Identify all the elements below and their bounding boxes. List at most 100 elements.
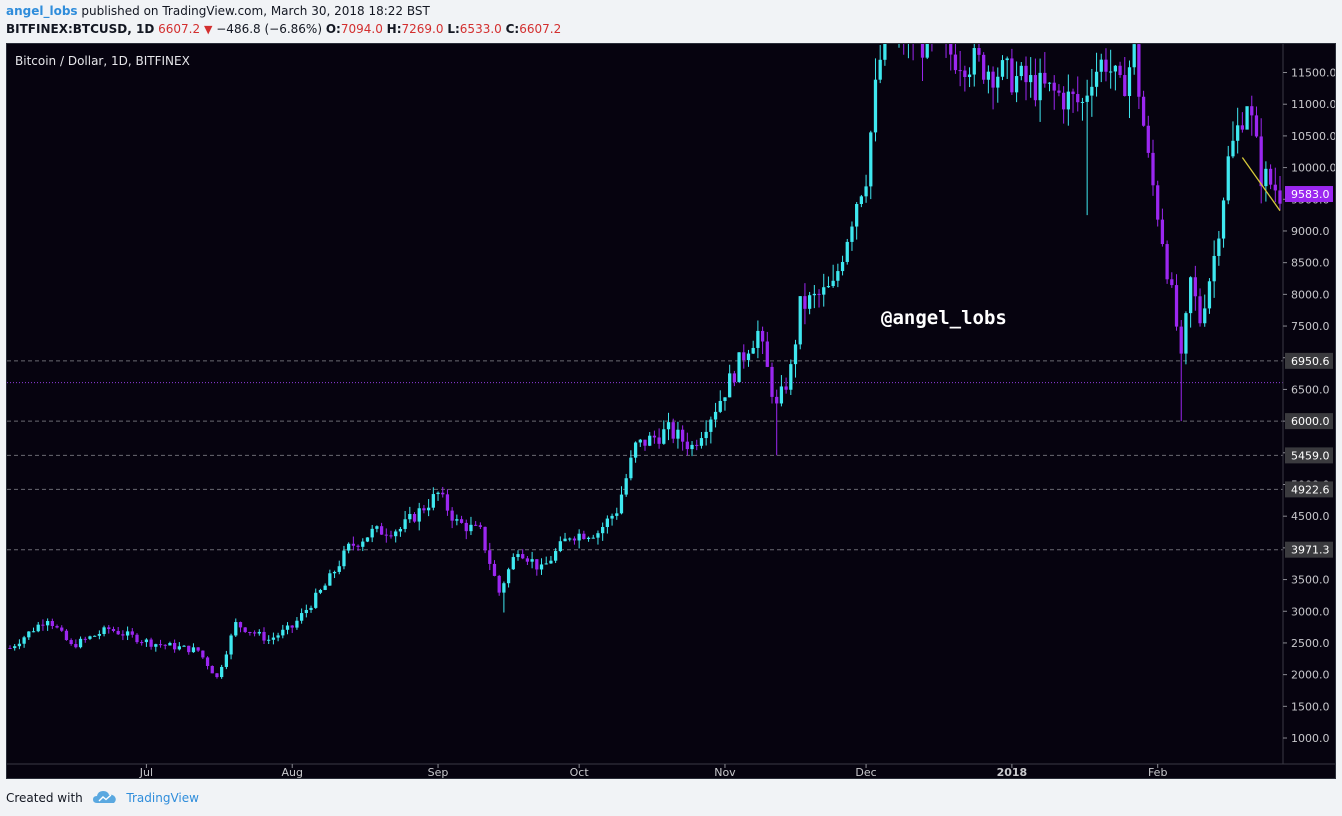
candle-body: [1029, 75, 1033, 83]
candle-body: [234, 622, 238, 636]
y-tick-label: 10500.0: [1291, 130, 1335, 143]
publish-line: angel_lobs published on TradingView.com,…: [6, 4, 430, 18]
candle-body: [638, 439, 642, 443]
candle-body: [45, 621, 50, 626]
candle-body: [210, 665, 214, 674]
candle-body: [765, 341, 769, 367]
candle-body: [332, 571, 337, 574]
candle-body: [1170, 279, 1174, 286]
candle-body: [699, 438, 704, 446]
candle-body: [986, 71, 991, 80]
level-label: 5459.0: [1291, 449, 1330, 462]
y-tick-label: 3000.0: [1291, 605, 1330, 618]
candle-body: [633, 442, 638, 458]
candle-body: [680, 429, 685, 442]
candle-body: [1052, 82, 1056, 91]
candle-body: [525, 558, 530, 562]
candle-body: [74, 644, 78, 648]
candle-body: [530, 559, 534, 562]
candle-body: [1024, 65, 1028, 83]
candle-body: [506, 569, 511, 584]
candle-body: [323, 585, 327, 590]
candle-body: [601, 527, 605, 534]
candle-body: [1264, 168, 1268, 187]
candle-body: [8, 648, 12, 650]
last-price: 6607.2: [158, 22, 201, 36]
candle-body: [318, 589, 323, 593]
author-link[interactable]: angel_lobs: [6, 4, 78, 18]
candle-body: [1038, 72, 1042, 101]
candle-body: [1217, 238, 1221, 256]
candle-body: [784, 386, 788, 390]
candle-body: [469, 524, 473, 532]
candle-body: [497, 575, 501, 593]
candle-body: [130, 631, 134, 635]
candle-body: [756, 330, 760, 348]
candle-body: [248, 631, 252, 633]
candle-body: [417, 508, 421, 522]
high-value: 7269.0: [401, 22, 444, 36]
candle-body: [596, 533, 600, 538]
y-tick-label: 8000.0: [1291, 288, 1330, 301]
level-label-bg: [1285, 541, 1333, 558]
chart-frame[interactable]: 1000.01500.02000.02500.03000.03500.04000…: [6, 43, 1336, 779]
candle-body: [1174, 285, 1179, 327]
candle-body: [347, 543, 351, 551]
y-tick-label: 4500.0: [1291, 510, 1330, 523]
candle-body: [967, 74, 972, 78]
candle-body: [224, 654, 229, 667]
candle-body: [431, 494, 435, 508]
candle-body: [450, 510, 454, 521]
candle-body: [869, 132, 873, 187]
candle-body: [629, 457, 633, 479]
price-tag-label: 9583.0: [1291, 188, 1330, 201]
candle-body: [737, 352, 741, 383]
price-tag-bg: [1285, 186, 1333, 203]
candle-body: [535, 559, 539, 570]
candle-body: [544, 563, 548, 565]
candle-body: [1273, 184, 1277, 191]
candle-body: [662, 429, 666, 444]
open-label: O:: [325, 22, 341, 36]
candle-body: [1005, 58, 1009, 61]
candle-body: [328, 573, 332, 586]
candle-body: [436, 492, 440, 495]
candle-body: [394, 531, 398, 537]
candle-body: [220, 666, 224, 678]
candle-body: [713, 411, 718, 420]
candle-body: [1057, 90, 1061, 93]
candle-body: [521, 554, 525, 559]
candle-body: [1188, 277, 1193, 314]
candle-body: [304, 609, 308, 614]
candle-body: [97, 634, 102, 636]
candle-body: [93, 635, 97, 637]
candle-body: [949, 44, 953, 55]
candle-body: [281, 629, 285, 636]
candlestick-chart[interactable]: 1000.01500.02000.02500.03000.03500.04000…: [7, 44, 1335, 778]
candle-body: [1268, 168, 1273, 185]
level-label-bg: [1285, 413, 1333, 430]
candle-body: [370, 528, 374, 538]
level-label: 6950.6: [1291, 355, 1330, 368]
candle-body: [502, 583, 506, 593]
tradingview-link[interactable]: TradingView: [126, 791, 199, 805]
candle-body: [920, 44, 925, 58]
candle-body: [1165, 244, 1169, 280]
candle-body: [925, 44, 929, 58]
candle-body: [478, 525, 483, 527]
candle-body: [671, 422, 675, 439]
candle-body: [36, 624, 40, 632]
candle-body: [88, 636, 92, 639]
candle-body: [760, 330, 765, 342]
trendline: [1241, 157, 1281, 212]
level-label-bg: [1285, 447, 1333, 464]
candle-body: [144, 639, 149, 643]
level-label: 3971.3: [1291, 544, 1330, 557]
close-value: 6607.2: [519, 22, 562, 36]
candle-body: [191, 647, 196, 653]
plot-background: [7, 44, 1335, 778]
candle-body: [803, 296, 807, 309]
candle-body: [1123, 75, 1127, 97]
candle-body: [855, 204, 859, 227]
y-tick-label: 8500.0: [1291, 257, 1330, 270]
